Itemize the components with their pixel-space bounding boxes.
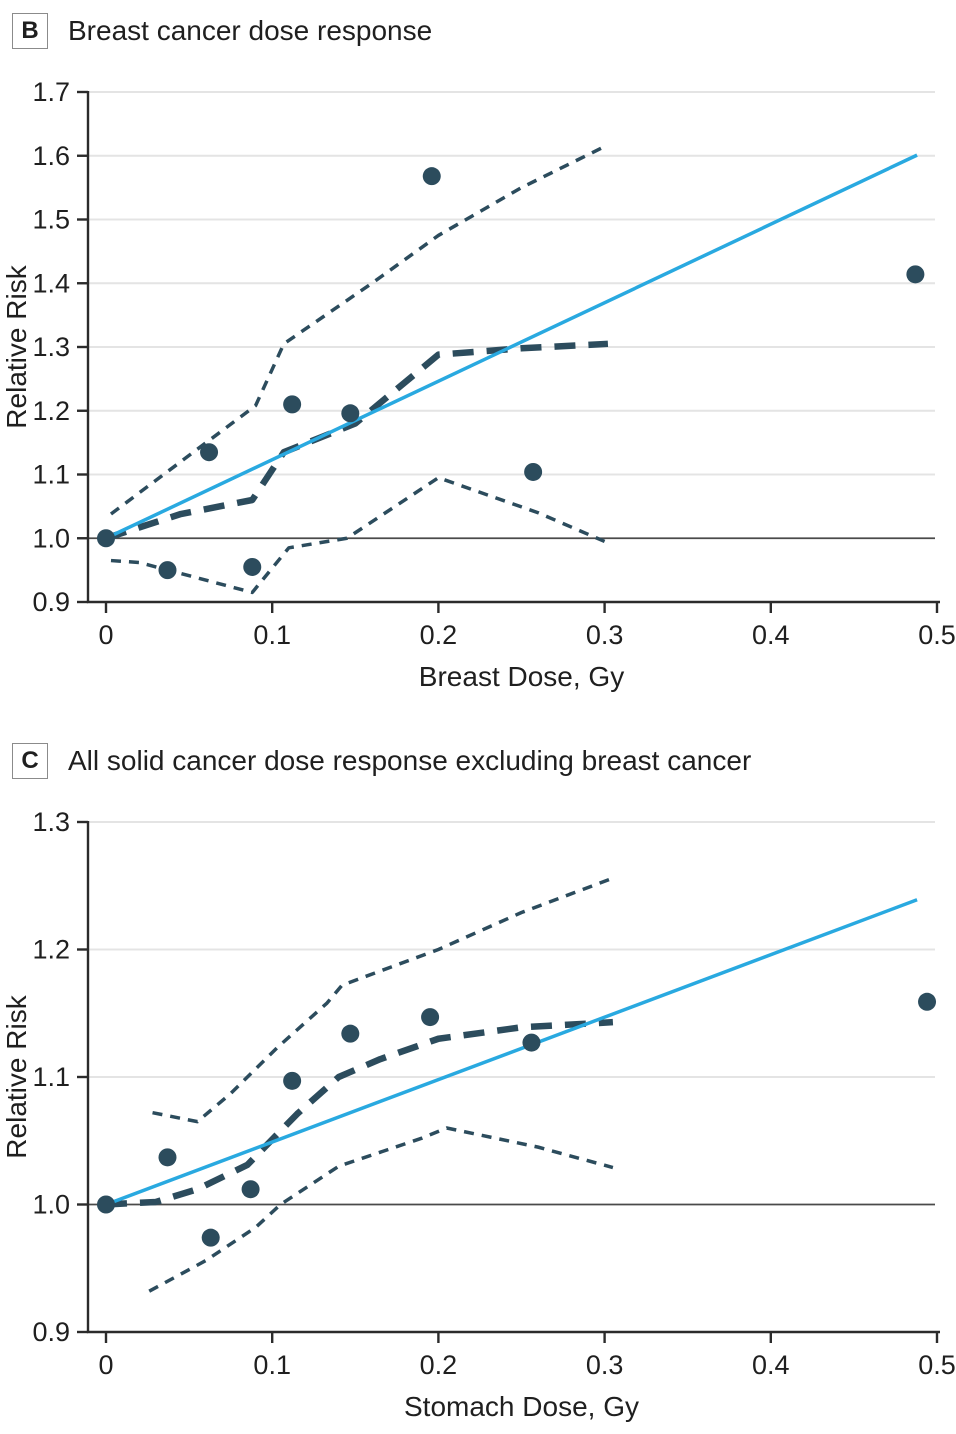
y-tick-label: 1.3 [32, 807, 70, 837]
linear_fit-line [105, 153, 918, 540]
data-point [283, 395, 302, 414]
panel-title-c: All solid cancer dose response excluding… [68, 745, 752, 776]
y-tick-label: 1.7 [32, 77, 70, 107]
data-point [341, 404, 360, 423]
panel-letter-badge-b: B [12, 13, 48, 49]
breast-cancer-dose-response-svg: 0.9 1.0 1.1 1.2 1.3 1.4 1.5 1.6 1.7 0 0.1 0.2 0.3 0.4… [1, 77, 956, 692]
data-point [421, 1008, 440, 1027]
y-tick-label: 0.9 [32, 1317, 70, 1347]
x-tick-label: 0 [98, 1350, 113, 1380]
data-point [243, 557, 262, 576]
panel-breast-cancer: B Breast cancer dose response 0.9 1.0 1.1 1… [0, 10, 956, 696]
x-tick-label: 0.4 [752, 1350, 790, 1380]
x-tick-label: 0.5 [918, 620, 956, 650]
x-tick-label: 0.5 [918, 1350, 956, 1380]
y-tick-label: 1.0 [32, 523, 70, 553]
all-solid-cancer-dose-response-svg: 0.9 1.0 1.1 1.2 1.3 0 0.1 0.2 0.3 0.4 0.5 Relative … [1, 807, 956, 1422]
data-point [341, 1024, 360, 1043]
ci_lower-line [148, 1126, 614, 1293]
x-tick-label: 0.2 [420, 1350, 458, 1380]
panel-all-solid-cancer: C All solid cancer dose response excludi… [0, 740, 956, 1426]
y-axis-title: Relative Risk [1, 994, 32, 1158]
x-tick-label: 0.3 [586, 620, 624, 650]
ci_upper-line [109, 143, 609, 516]
x-tick-label: 0 [98, 620, 113, 650]
data-point [283, 1071, 302, 1090]
smoothed_fit-line [105, 1018, 614, 1208]
y-tick-label: 1.6 [32, 141, 70, 171]
panel-letter-badge-c: C [12, 743, 48, 779]
x-tick-label: 0.1 [253, 620, 291, 650]
x-tick-label: 0.1 [253, 1350, 291, 1380]
y-tick-label: 1.2 [32, 935, 70, 965]
y-axis-title: Relative Risk [1, 264, 32, 428]
data-point [524, 462, 543, 481]
data-point [97, 1195, 115, 1214]
stomach-dose-chart: 0.9 1.0 1.1 1.2 1.3 0 0.1 0.2 0.3 0.4 0.5 Relative … [0, 794, 956, 1426]
x-tick-label: 0.3 [586, 1350, 624, 1380]
data-point [158, 1148, 177, 1167]
linear_fit-line [105, 898, 918, 1207]
data-point [158, 561, 177, 580]
ci_upper-line [152, 877, 611, 1124]
panel-title-b: Breast cancer dose response [68, 15, 433, 46]
data-point [97, 529, 115, 548]
data-point [201, 1228, 220, 1247]
data-point [918, 992, 937, 1011]
panel-header-b: B Breast cancer dose response [0, 10, 956, 52]
breast-dose-chart: 0.9 1.0 1.1 1.2 1.3 1.4 1.5 1.6 1.7 0 0.1 0.2 0.3 0.4… [0, 64, 956, 696]
y-tick-label: 1.1 [32, 460, 70, 490]
y-tick-label: 1.0 [32, 1190, 70, 1220]
x-axis-title: Breast Dose, Gy [419, 661, 624, 692]
data-point [200, 443, 219, 462]
data-point [522, 1033, 541, 1052]
panel-header-c: C All solid cancer dose response excludi… [0, 740, 956, 782]
y-tick-label: 1.2 [32, 396, 70, 426]
y-tick-label: 1.5 [32, 205, 70, 235]
data-point [422, 167, 441, 186]
y-tick-label: 1.1 [32, 1062, 70, 1092]
y-tick-label: 1.3 [32, 332, 70, 362]
ci_lower-line [110, 475, 606, 595]
y-tick-label: 1.4 [32, 268, 70, 298]
y-tick-label: 0.9 [32, 587, 70, 617]
x-axis-title: Stomach Dose, Gy [404, 1391, 639, 1422]
data-point [906, 265, 925, 284]
data-point [241, 1180, 260, 1199]
x-tick-label: 0.4 [752, 620, 790, 650]
x-tick-label: 0.2 [420, 620, 458, 650]
